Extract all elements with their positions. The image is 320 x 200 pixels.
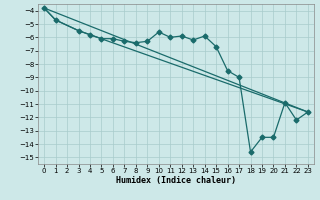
X-axis label: Humidex (Indice chaleur): Humidex (Indice chaleur) bbox=[116, 176, 236, 185]
